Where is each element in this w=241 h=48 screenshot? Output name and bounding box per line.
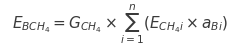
Text: $E_{BCH_4} = G_{CH_4} \times \sum_{i=1}^{n}(E_{CH_4i} \times a_{Bi})$: $E_{BCH_4} = G_{CH_4} \times \sum_{i=1}^… — [13, 2, 228, 46]
